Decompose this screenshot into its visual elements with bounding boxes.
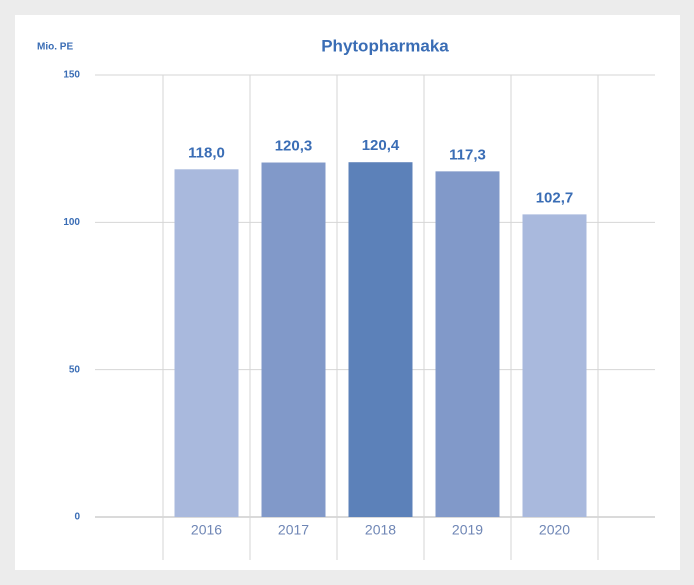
x-tick-label: 2019 (452, 522, 483, 538)
bar (261, 162, 326, 518)
x-tick-label: 2016 (191, 522, 222, 538)
y-tick-label: 100 (63, 217, 80, 228)
chart-title: Phytopharmaka (321, 36, 449, 55)
x-tick-label: 2018 (365, 522, 396, 538)
value-label: 118,0 (188, 144, 225, 161)
value-label: 120,4 (362, 137, 400, 154)
bar (348, 162, 413, 518)
y-tick-label: 150 (63, 70, 80, 81)
y-axis-label: Mio. PE (37, 42, 73, 53)
value-label: 102,7 (536, 189, 574, 206)
y-tick-label: 50 (69, 364, 81, 375)
x-tick-label: 2020 (539, 522, 570, 538)
value-label: 117,3 (449, 146, 486, 163)
bar (522, 214, 587, 518)
bar (174, 169, 239, 517)
bar (435, 171, 500, 517)
y-tick-label: 0 (74, 512, 80, 523)
x-tick-label: 2017 (278, 522, 309, 538)
value-label: 120,3 (275, 137, 313, 154)
